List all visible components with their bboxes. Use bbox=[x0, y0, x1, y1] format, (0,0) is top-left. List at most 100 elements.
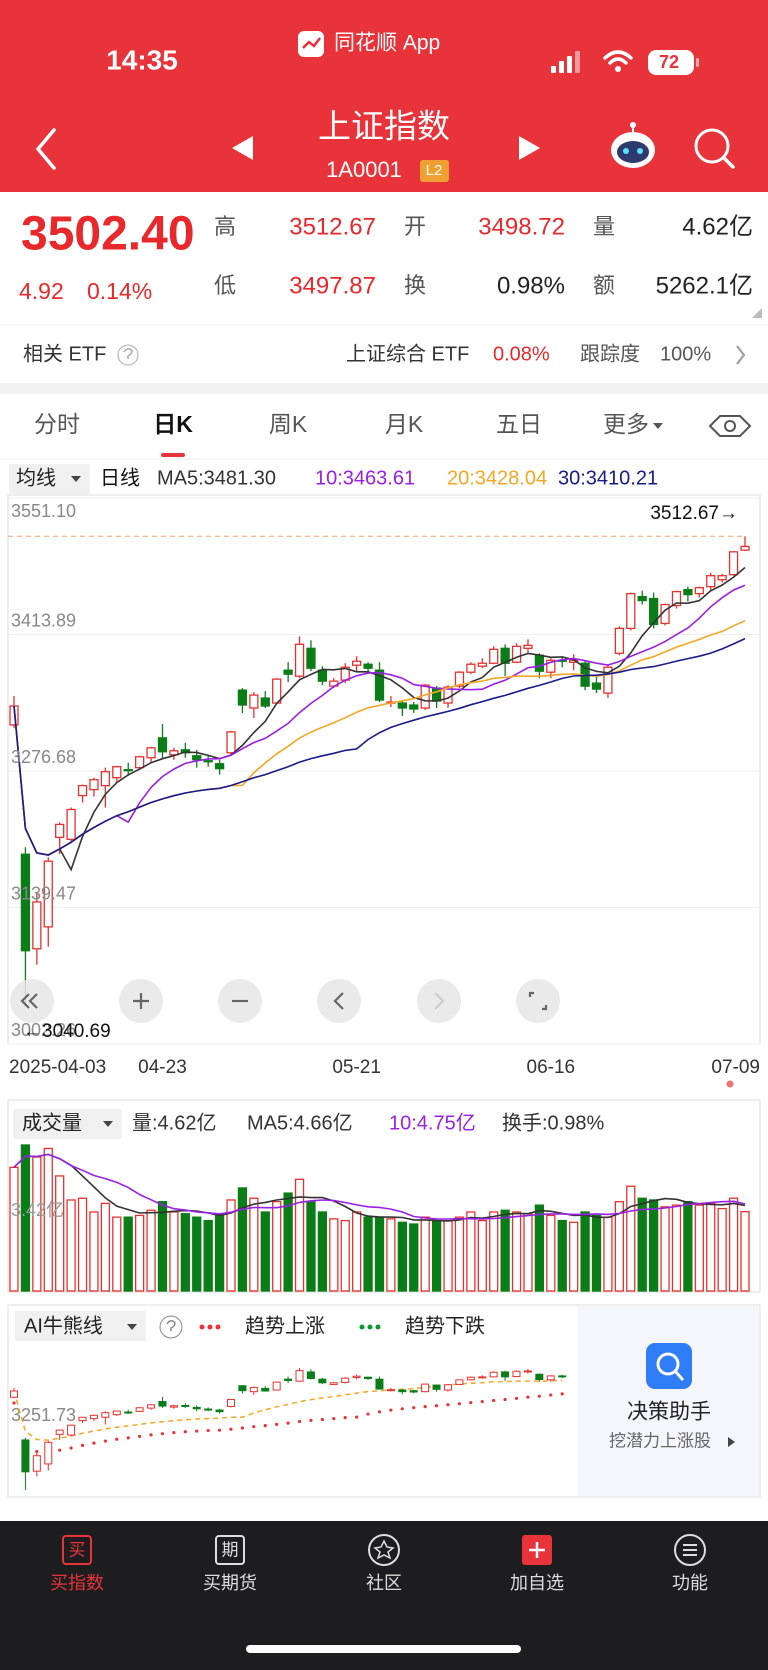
volume-bar bbox=[683, 1201, 693, 1292]
code: 1A0001 bbox=[326, 157, 402, 182]
candle-body bbox=[614, 627, 625, 654]
ma-legend: 10:3463.61 bbox=[315, 467, 415, 489]
next-button[interactable] bbox=[519, 136, 540, 160]
nav-icon-glyph bbox=[683, 1544, 697, 1556]
nav-label[interactable]: 买指数 bbox=[50, 1573, 104, 1593]
chart-control[interactable] bbox=[317, 979, 361, 1023]
candle-body bbox=[214, 763, 225, 770]
prev-button[interactable] bbox=[232, 136, 253, 160]
chart-control[interactable] bbox=[516, 979, 560, 1023]
robot-button[interactable] bbox=[611, 122, 655, 168]
candle-body bbox=[66, 808, 76, 840]
expand-corner[interactable] bbox=[752, 308, 762, 318]
volume-bar bbox=[420, 1216, 430, 1292]
y-tick-label: 3002.26 bbox=[11, 1020, 76, 1040]
x-tick-label: 07-09 bbox=[711, 1057, 760, 1078]
app-name: 同花顺 App bbox=[334, 32, 440, 55]
candle-body bbox=[260, 697, 270, 707]
candle-body bbox=[237, 689, 248, 706]
ma-button[interactable]: 均线 bbox=[16, 466, 56, 489]
back-button[interactable] bbox=[36, 128, 56, 170]
ai-trend-dot bbox=[138, 1434, 142, 1438]
candle-body bbox=[192, 755, 202, 761]
tab[interactable]: 日K bbox=[153, 411, 193, 437]
tracking: 100% bbox=[660, 343, 711, 365]
search-button[interactable] bbox=[694, 128, 735, 169]
volume-button-bg[interactable] bbox=[13, 1109, 122, 1139]
ai-trend-dot bbox=[343, 1416, 347, 1420]
tab[interactable]: 月K bbox=[385, 411, 424, 437]
etf-chevron[interactable] bbox=[736, 345, 746, 365]
candle-body bbox=[32, 901, 42, 950]
candle-body bbox=[477, 662, 487, 667]
nav-icon-glyph: 期 bbox=[222, 1540, 239, 1559]
ai-button[interactable]: AI牛熊线 bbox=[24, 1314, 103, 1337]
candle-body bbox=[591, 682, 602, 690]
ai-trend-dot bbox=[183, 1430, 187, 1434]
ai-candle-body bbox=[21, 1439, 30, 1473]
assistant-glyph bbox=[673, 1370, 685, 1381]
volume-bar bbox=[146, 1209, 156, 1292]
volume-bar bbox=[523, 1213, 533, 1292]
volume-bar bbox=[648, 1199, 659, 1292]
volume-bar bbox=[740, 1210, 750, 1292]
assistant-subtitle[interactable]: 挖潜力上涨股 bbox=[609, 1431, 711, 1450]
price: 3502.40 bbox=[21, 208, 195, 261]
candle-body bbox=[466, 663, 476, 673]
ai-trend-dot bbox=[92, 1441, 96, 1445]
nav-icon bbox=[368, 1534, 400, 1566]
volume-frame bbox=[7, 1099, 761, 1293]
candle-body bbox=[20, 853, 31, 952]
candle-body bbox=[134, 756, 145, 769]
candle-body bbox=[123, 769, 133, 772]
volume-bar bbox=[180, 1213, 190, 1292]
candle-body bbox=[146, 747, 156, 759]
nav-label[interactable]: 买期货 bbox=[203, 1573, 257, 1593]
volume-bar bbox=[466, 1211, 476, 1292]
candle-body bbox=[306, 647, 316, 669]
volume-bar bbox=[500, 1209, 510, 1292]
nav-icon-glyph: 买 bbox=[69, 1540, 86, 1559]
title: 上证指数 bbox=[318, 108, 450, 145]
ai-trend-dot bbox=[514, 1396, 519, 1400]
volume-bar bbox=[272, 1201, 282, 1292]
field-value: 3497.87 bbox=[289, 272, 376, 299]
tab[interactable]: 周K bbox=[269, 411, 308, 437]
tab[interactable]: 分时 bbox=[34, 411, 80, 437]
candle-body bbox=[77, 784, 88, 797]
etf-name[interactable]: 上证综合 ETF bbox=[346, 342, 469, 365]
chart-control[interactable] bbox=[417, 979, 461, 1023]
home-indicator bbox=[246, 1645, 521, 1653]
volume-bar bbox=[671, 1204, 682, 1292]
candle-body bbox=[397, 702, 407, 709]
section-gap bbox=[0, 383, 768, 394]
ai-candle-body bbox=[101, 1412, 110, 1418]
volume-legend: MA5:4.66亿 bbox=[247, 1111, 353, 1134]
ai-candle-body bbox=[364, 1376, 373, 1380]
legend-marker bbox=[367, 1324, 373, 1330]
help-icon[interactable] bbox=[159, 1315, 183, 1339]
settings-icon[interactable] bbox=[708, 415, 752, 437]
volume-button[interactable]: 成交量 bbox=[22, 1111, 82, 1134]
ai-candle-body bbox=[249, 1386, 258, 1393]
assistant-panel[interactable] bbox=[578, 1306, 759, 1496]
help-icon[interactable] bbox=[117, 344, 139, 366]
tab[interactable]: 更多 bbox=[603, 411, 649, 437]
chart-control[interactable] bbox=[10, 979, 54, 1023]
tab[interactable]: 五日 bbox=[496, 411, 542, 437]
ai-button-bg[interactable] bbox=[15, 1311, 146, 1341]
ai-candle-body bbox=[466, 1376, 475, 1381]
volume-bar bbox=[443, 1219, 453, 1292]
nav-label[interactable]: 加自选 bbox=[510, 1573, 564, 1593]
field-value: 4.62亿 bbox=[682, 213, 753, 240]
ai-candle-body bbox=[238, 1385, 247, 1392]
x-tick-label: 06-16 bbox=[527, 1057, 576, 1078]
nav-label[interactable]: 社区 bbox=[366, 1573, 402, 1593]
volume-bar bbox=[626, 1185, 636, 1292]
candle-body bbox=[43, 860, 53, 928]
nav-label[interactable]: 功能 bbox=[672, 1573, 708, 1593]
app-icon-glyph bbox=[302, 37, 321, 49]
assistant-title[interactable]: 决策助手 bbox=[627, 1401, 711, 1424]
candle-body bbox=[671, 590, 682, 607]
etf-label: 相关 ETF bbox=[23, 342, 106, 365]
